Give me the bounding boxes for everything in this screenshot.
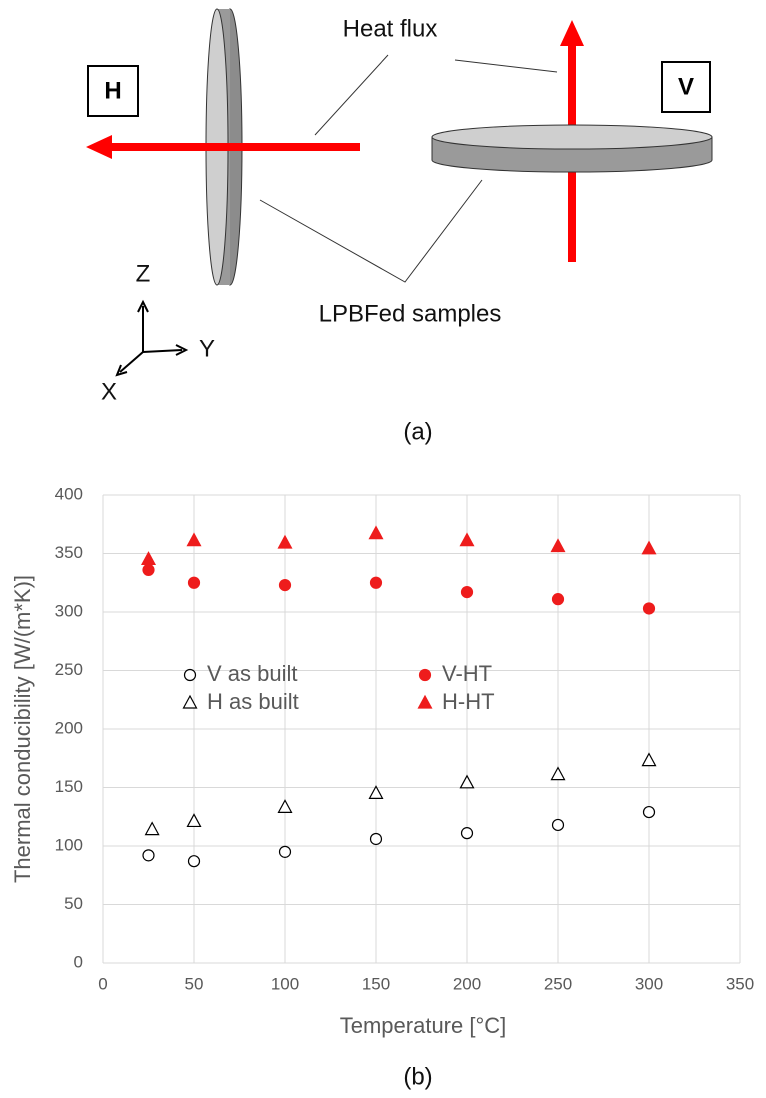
data-point: [369, 832, 383, 846]
legend-marker: [417, 694, 433, 709]
legend-marker: [182, 694, 198, 709]
data-point: [460, 586, 474, 599]
chart: 0 50 100 150 200 250 300 350 400 0 50 100 150 200 250 3…: [10, 484, 754, 1090]
data-point: [142, 563, 155, 576]
data-point: [144, 821, 160, 836]
data-point: [277, 799, 293, 813]
x-tick-label: 0: [98, 974, 107, 993]
caption-b: (b): [403, 1063, 432, 1090]
box-v: [661, 61, 711, 113]
data-point: [140, 551, 157, 565]
y-tick-label: 200: [55, 718, 83, 737]
box-v-label: V: [678, 73, 694, 100]
caption-a: (a): [403, 418, 432, 445]
samples-label: LPBFed samples: [319, 300, 502, 327]
arrow-h-head: [86, 135, 112, 159]
leader-lines: [259, 54, 558, 283]
data-point: [551, 593, 565, 606]
y-tick-label: 400: [55, 484, 83, 503]
x-tick-label: 50: [185, 974, 204, 993]
arrow-v-head: [560, 20, 584, 46]
y-axis-title: Thermal conducibility [W/(m*K)]: [10, 575, 35, 883]
y-tick-label: 350: [55, 543, 83, 562]
y-tick-label: 50: [64, 894, 83, 913]
data-point: [278, 845, 292, 858]
data-point: [187, 576, 201, 589]
data-point: [186, 532, 202, 547]
axis-triad: [115, 299, 189, 377]
legend-label: H as built: [207, 689, 299, 714]
data-point: [187, 855, 201, 868]
x-tick-label: 150: [362, 974, 390, 993]
data-point: [642, 805, 656, 819]
x-tick-label: 250: [544, 974, 572, 993]
legend-marker: [183, 668, 197, 682]
data-point: [369, 576, 383, 589]
x-tick-label: 300: [635, 974, 663, 993]
data-point: [641, 540, 657, 555]
data-point: [142, 849, 155, 862]
x-axis-title: Temperature [°C]: [340, 1013, 507, 1038]
y-tick-label: 250: [55, 660, 83, 679]
legend-label: V as built: [207, 661, 298, 686]
data-point: [551, 818, 565, 832]
legend-label: V-HT: [442, 661, 492, 686]
disk-horizontal: [431, 124, 713, 173]
y-tick-label: 150: [55, 777, 83, 796]
y-tick-label: 100: [55, 835, 83, 854]
data-point: [186, 813, 202, 828]
box-h: [87, 65, 139, 117]
data-point: [550, 766, 566, 781]
data-point: [368, 525, 384, 540]
x-tick-label: 200: [453, 974, 481, 993]
y-tick-label: 0: [74, 952, 83, 971]
diagram: H V Heat flux LPBFed samples Z Y X (a): [86, 8, 713, 445]
data-point: [550, 538, 566, 553]
x-tick-label: 350: [726, 974, 754, 993]
y-tick-label: 300: [55, 601, 83, 620]
data-point: [459, 532, 475, 547]
axis-z-label: Z: [136, 260, 151, 287]
data-point: [642, 602, 656, 615]
legend-label: H-HT: [442, 689, 495, 714]
data-point: [278, 578, 292, 592]
box-h-label: H: [104, 77, 121, 104]
heat-flux-label: Heat flux: [343, 15, 438, 42]
data-point: [641, 752, 657, 767]
data-point: [368, 785, 384, 799]
data-point: [460, 827, 474, 840]
legend-marker: [418, 668, 432, 682]
x-tick-label: 100: [271, 974, 299, 993]
axis-x-label: X: [101, 378, 117, 405]
axis-y-label: Y: [199, 335, 215, 362]
data-point: [277, 534, 293, 549]
data-point: [459, 774, 475, 789]
